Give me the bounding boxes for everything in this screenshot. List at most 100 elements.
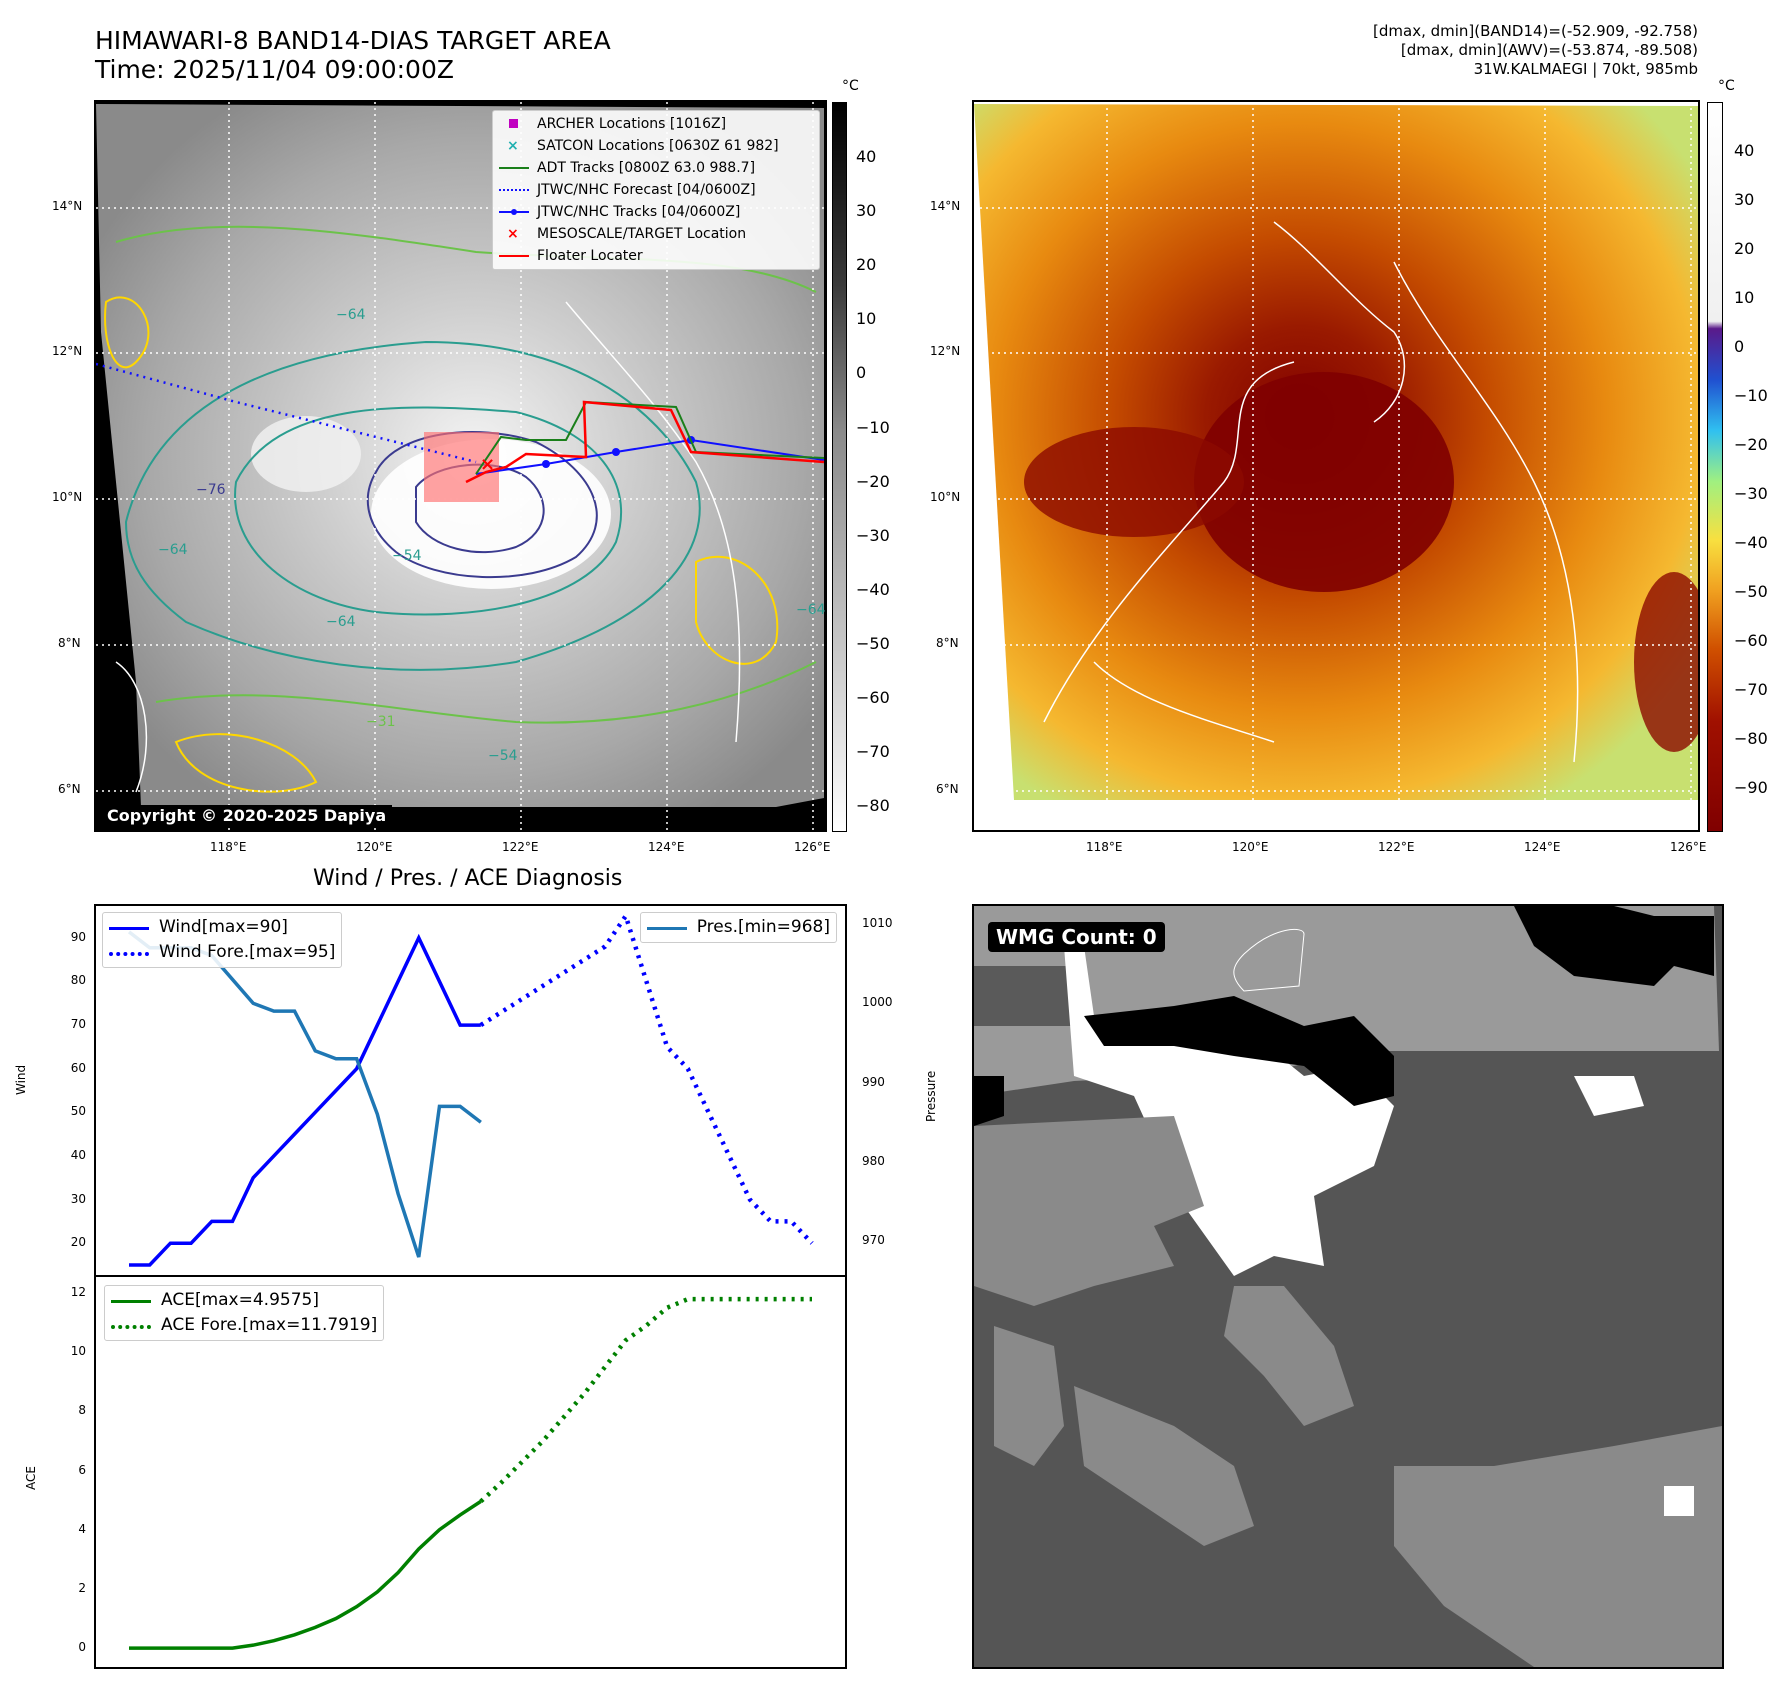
legend-jtwc-forecast-swatch xyxy=(499,189,529,191)
y-tick-0-6: 30 xyxy=(70,1191,86,1206)
awv-cold-core xyxy=(1194,372,1454,592)
legend-satcon: × SATCON Locations [0630Z 61 982] xyxy=(507,138,779,154)
legend-pres: Pres.[min=968] xyxy=(641,915,830,940)
legend-ace-fore: ACE Fore.[max=11.7919] xyxy=(105,1313,377,1338)
wmg-light-southwest xyxy=(994,1326,1064,1466)
legend-wind-fore-label: Wind Fore.[max=95] xyxy=(159,942,336,962)
contour-teal-mid xyxy=(234,406,622,616)
awv-cold-band xyxy=(1024,427,1244,537)
jtwc-point-1 xyxy=(542,460,550,468)
awv-info-line3: 31W.KALMAEGI | 70kt, 985mb xyxy=(1473,60,1698,78)
ir-contour-label-6: −54 xyxy=(488,748,518,764)
y-tick-0-5: 40 xyxy=(70,1147,86,1162)
wmg-white-band xyxy=(1064,946,1394,1276)
awv-lon-tick-118: 118°E xyxy=(1086,840,1123,854)
wmg-svg xyxy=(974,906,1722,1667)
legend-archer-label: ARCHER Locations [1016Z] xyxy=(537,116,727,132)
y-tick-1-0: 1010 xyxy=(862,915,893,930)
y-tick-0-2: 70 xyxy=(70,1017,86,1032)
ir-cbar-tick-30: 30 xyxy=(856,201,877,220)
awv-cbar-tick-10: 10 xyxy=(1734,288,1755,307)
ir-cbar-tick-m30: −30 xyxy=(856,526,890,545)
legend-satcon-label: SATCON Locations [0630Z 61 982] xyxy=(537,138,779,154)
legend-floater-label: Floater Locater xyxy=(537,248,643,264)
ir-contour-label-2: −64 xyxy=(158,542,188,558)
legend-jtwc-tracks: JTWC/NHC Tracks [04/0600Z] xyxy=(493,201,819,223)
awv-lat-tick-8: 8°N xyxy=(936,636,959,650)
wind-legend: Wind[max=90] Wind Fore.[max=95] xyxy=(102,912,343,968)
y-tick-2-0: 12 xyxy=(70,1284,86,1299)
wmg-light-sw-band xyxy=(1074,1386,1254,1546)
awv-cbar-tick-20: 20 xyxy=(1734,239,1755,258)
awv-lat-tick-12: 12°N xyxy=(930,344,961,358)
legend-archer-swatch xyxy=(509,119,518,128)
ir-title: HIMAWARI-8 BAND14-DIAS TARGET AREA Time:… xyxy=(95,26,611,84)
legend-jtwc-forecast: JTWC/NHC Forecast [04/0600Z] xyxy=(493,179,819,201)
awv-info: [dmax, dmin](BAND14)=(-52.909, -92.758) … xyxy=(1373,22,1698,79)
series-line-2-1 xyxy=(479,1296,812,1504)
legend-ace-fore-label: ACE Fore.[max=11.7919] xyxy=(161,1315,378,1335)
ace-ylabel: ACE xyxy=(24,1466,38,1490)
ir-title-line1: HIMAWARI-8 BAND14-DIAS TARGET AREA xyxy=(95,26,611,55)
contour-yellow-sw xyxy=(174,733,318,793)
y-tick-2-6: 0 xyxy=(78,1640,86,1655)
awv-coastline-2 xyxy=(1393,261,1579,763)
ir-lon-tick-120: 120°E xyxy=(356,840,393,854)
legend-wind-fore: Wind Fore.[max=95] xyxy=(103,940,335,965)
awv-cbar-tick-m80: −80 xyxy=(1734,729,1768,748)
wmg-light-south xyxy=(1224,1286,1354,1426)
awv-cbar-tick-30: 30 xyxy=(1734,190,1755,209)
ir-contour-label-3: −76 xyxy=(196,482,226,498)
ir-cbar-tick-m40: −40 xyxy=(856,580,890,599)
wmg-light-se xyxy=(1394,1426,1722,1667)
adt-track xyxy=(475,400,825,475)
wind-pres-plot: Wind[max=90] Wind Fore.[max=95] Pres.[mi… xyxy=(94,904,847,1277)
awv-lat-tick-6: 6°N xyxy=(936,782,959,796)
ace-svg xyxy=(129,1296,812,1650)
awv-cbar-tick-m30: −30 xyxy=(1734,484,1768,503)
legend-ace-label: ACE[max=4.9575] xyxy=(161,1290,319,1310)
ir-map: × −64 −64 −76 −64 −54 −54 −31 −64 ARCHER… xyxy=(94,100,827,832)
awv-lat-tick-10: 10°N xyxy=(930,490,961,504)
ir-cbar-tick-m60: −60 xyxy=(856,688,890,707)
awv-cbar-tick-m90: −90 xyxy=(1734,778,1768,797)
awv-coastline-1 xyxy=(1043,361,1295,723)
diagnosis-title: Wind / Pres. / ACE Diagnosis xyxy=(313,866,623,891)
ir-lat-tick-6: 6°N xyxy=(58,782,81,796)
legend-archer: ARCHER Locations [1016Z] xyxy=(493,113,819,135)
contour-green-south xyxy=(155,661,817,724)
y-tick-2-3: 6 xyxy=(78,1462,86,1477)
y-tick-2-5: 2 xyxy=(78,1580,86,1595)
awv-cbar-tick-m60: −60 xyxy=(1734,631,1768,650)
ir-lon-tick-124: 124°E xyxy=(648,840,685,854)
wmg-count-label: WMG Count: 0 xyxy=(988,922,1165,952)
series-line-0-0 xyxy=(129,933,481,1267)
ir-cbar-tick-40: 40 xyxy=(856,147,877,166)
legend-floater-swatch xyxy=(499,255,529,257)
wmg-coast-contour xyxy=(1233,928,1305,992)
awv-panel: [dmax, dmin](BAND14)=(-52.909, -92.758) … xyxy=(894,0,1788,870)
awv-lon-tick-126: 126°E xyxy=(1670,840,1707,854)
awv-cbar-unit: °C xyxy=(1718,78,1735,94)
contour-yellow-west xyxy=(104,296,150,369)
y-tick-1-2: 990 xyxy=(862,1074,885,1089)
y-tick-1-3: 980 xyxy=(862,1153,885,1168)
legend-pres-swatch xyxy=(646,927,687,930)
mesoscale-target-marker: × xyxy=(480,454,495,475)
ir-lat-tick-14: 14°N xyxy=(52,199,83,213)
ir-contour-label-5: −54 xyxy=(392,548,422,564)
legend-ace: ACE[max=4.9575] xyxy=(105,1288,377,1313)
wmg-white-se xyxy=(1664,1486,1694,1516)
series-line-1-0 xyxy=(127,930,482,1258)
ir-contour-label-7: −31 xyxy=(366,714,396,730)
legend-adt: ADT Tracks [0800Z 63.0 988.7] xyxy=(493,157,819,179)
ir-lon-tick-126: 126°E xyxy=(794,840,831,854)
pres-legend: Pres.[min=968] xyxy=(639,912,837,943)
awv-cbar-tick-m20: −20 xyxy=(1734,435,1768,454)
awv-lon-tick-122: 122°E xyxy=(1378,840,1415,854)
legend-floater: Floater Locater xyxy=(493,245,819,267)
wmg-white-ne xyxy=(1574,1076,1644,1116)
series-line-2-0 xyxy=(129,1499,482,1650)
awv-cbar-tick-m50: −50 xyxy=(1734,582,1768,601)
ir-lon-tick-122: 122°E xyxy=(502,840,539,854)
